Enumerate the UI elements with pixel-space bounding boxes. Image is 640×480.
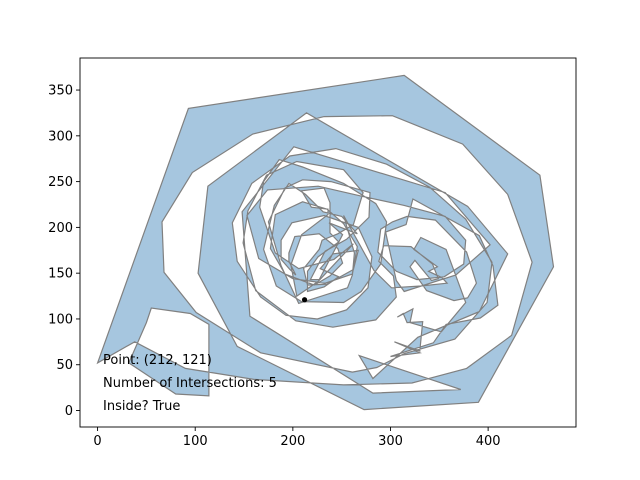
y-tick-label: 100 [48,312,73,327]
query-point-marker [301,297,308,303]
annotation-point: Point: (212, 121) [103,353,212,368]
x-axis-ticks: 0 100 200 300 400 [93,427,501,449]
y-tick-label: 350 [48,84,73,99]
annotation-inside: Inside? True [103,399,180,414]
y-tick-label: 0 [65,404,73,419]
y-tick-label: 150 [48,267,73,282]
plot-area [96,74,555,411]
x-tick-label: 100 [183,434,208,449]
annotation-intersections: Number of Intersections: 5 [103,376,277,391]
annotation-block: Point: (212, 121) Number of Intersection… [103,353,277,414]
x-tick-label: 300 [378,434,403,449]
y-tick-label: 50 [56,358,73,373]
axes-frame [79,57,577,428]
x-tick-label: 400 [476,434,501,449]
polygon-region [96,74,555,411]
x-tick-label: 200 [280,434,305,449]
x-tick-label: 0 [93,434,101,449]
y-tick-label: 250 [48,175,73,190]
y-axis-ticks: 0 50 100 150 200 250 300 350 [48,84,80,419]
y-tick-label: 300 [48,129,73,144]
y-tick-label: 200 [48,221,73,236]
